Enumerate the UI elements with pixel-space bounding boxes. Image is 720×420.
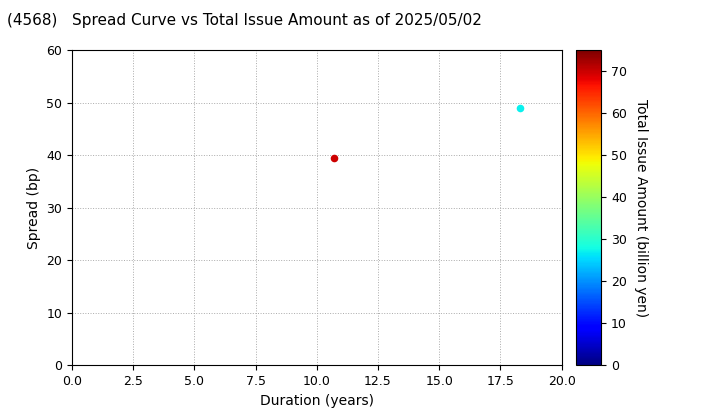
X-axis label: Duration (years): Duration (years): [260, 394, 374, 408]
Point: [514, 105, 526, 111]
Point: [328, 155, 340, 161]
Text: (4568)   Spread Curve vs Total Issue Amount as of 2025/05/02: (4568) Spread Curve vs Total Issue Amoun…: [7, 13, 482, 28]
Y-axis label: Total Issue Amount (billion yen): Total Issue Amount (billion yen): [634, 99, 648, 317]
Y-axis label: Spread (bp): Spread (bp): [27, 167, 41, 249]
